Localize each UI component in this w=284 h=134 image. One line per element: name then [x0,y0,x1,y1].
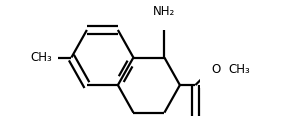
Text: CH₃: CH₃ [31,51,53,64]
Text: O: O [212,63,221,76]
Text: CH₃: CH₃ [228,63,250,76]
Text: NH₂: NH₂ [153,5,176,18]
